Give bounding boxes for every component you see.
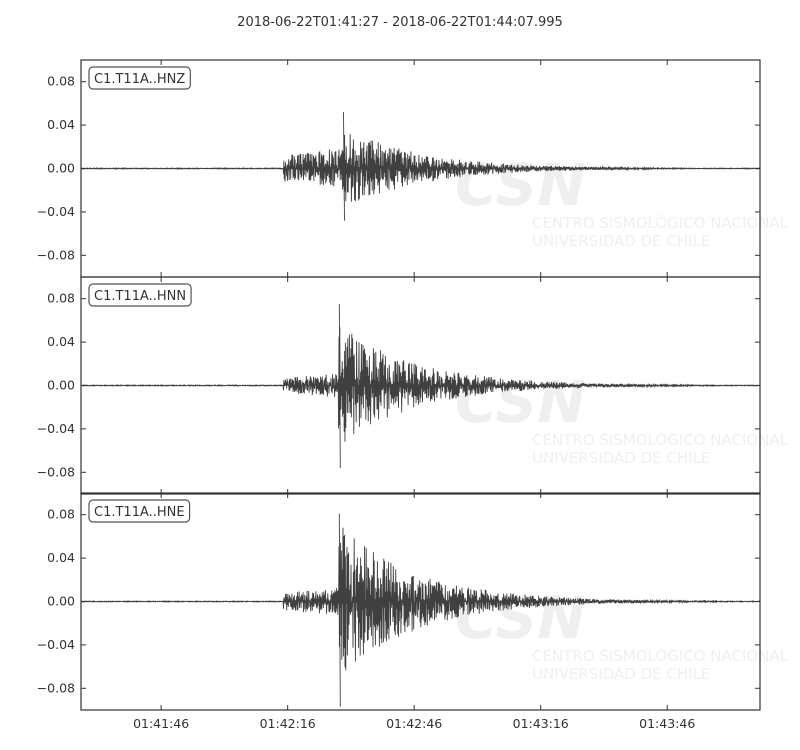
channel-label-text: C1.T11A..HNZ — [94, 72, 185, 87]
y-tick-label: 0.08 — [47, 74, 75, 89]
x-axis: 01:41:46 01:42:16 01:42:46 01:43:16 01:43:46 — [133, 716, 695, 731]
y-tick-label: 0.00 — [47, 161, 75, 176]
channel-label-text: C1.T11A..HNN — [94, 289, 186, 304]
watermark-line1: CENTRO SISMOLÓGICO NACIONAL — [532, 430, 789, 449]
y-tick-label: −0.04 — [37, 421, 75, 436]
x-tick-label: 01:42:46 — [386, 716, 442, 731]
watermark-line1: CENTRO SISMOLÓGICO NACIONAL — [532, 213, 789, 232]
y-tick-label: −0.08 — [37, 247, 75, 262]
watermark-line1: CENTRO SISMOLÓGICO NACIONAL — [532, 646, 789, 665]
channel-label-box — [88, 283, 192, 307]
y-tick-label: 0.04 — [47, 550, 75, 565]
x-tick-label: 01:43:16 — [513, 716, 569, 731]
y-tick-label: 0.04 — [47, 117, 75, 132]
x-tick-label: 01:41:46 — [133, 716, 189, 731]
channel-label: C1.T11A..HNN — [88, 283, 192, 307]
y-tick-label: −0.08 — [37, 464, 75, 479]
waveform-trace — [80, 304, 761, 469]
watermark-line2: UNIVERSIDAD DE CHILE — [532, 449, 710, 467]
y-tick-label: 0.00 — [47, 378, 75, 393]
channel-label: C1.T11A..HNZ — [88, 66, 191, 90]
channel-label-box — [88, 66, 191, 90]
y-tick-label: 0.08 — [47, 507, 75, 522]
y-tick-label: 0.04 — [47, 334, 75, 349]
watermark-logo: CSN — [455, 151, 586, 219]
channel-label-text: C1.T11A..HNE — [94, 505, 185, 520]
x-tick-label: 01:42:16 — [260, 716, 316, 731]
y-tick-label: −0.04 — [37, 637, 75, 652]
watermark-line2: UNIVERSIDAD DE CHILE — [532, 232, 710, 250]
waveform-trace — [80, 513, 761, 707]
watermark-logo: CSN — [455, 368, 586, 436]
channel-label-box — [88, 499, 191, 523]
x-tick-label: 01:43:46 — [639, 716, 695, 731]
chart-title: 2018-06-22T01:41:27 - 2018-06-22T01:44:0… — [237, 15, 563, 30]
watermark-line2: UNIVERSIDAD DE CHILE — [532, 665, 710, 683]
y-tick-label: 0.00 — [47, 594, 75, 609]
channel-label: C1.T11A..HNE — [88, 499, 191, 523]
y-tick-label: 0.08 — [47, 291, 75, 306]
waveform-trace — [80, 112, 761, 221]
y-tick-label: −0.08 — [37, 680, 75, 695]
y-tick-label: −0.04 — [37, 204, 75, 219]
